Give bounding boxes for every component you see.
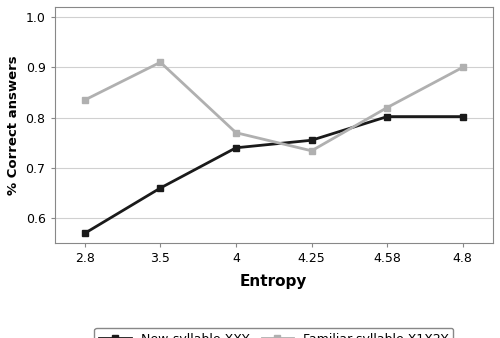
X-axis label: Entropy: Entropy: [240, 274, 308, 289]
Legend: New-syllable XXY, Familiar-syllable X1X2Y: New-syllable XXY, Familiar-syllable X1X2…: [94, 328, 453, 338]
Y-axis label: % Correct answers: % Correct answers: [7, 55, 20, 195]
